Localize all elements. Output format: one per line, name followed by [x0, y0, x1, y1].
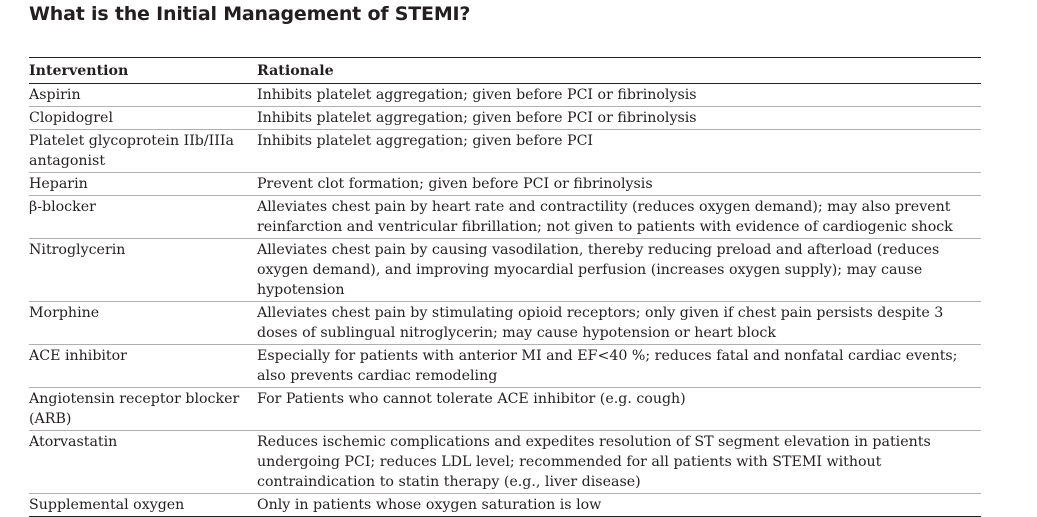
- table-row: Morphine Alleviates chest pain by stimul…: [29, 301, 981, 345]
- management-table: Intervention Rationale Aspirin Inhibits …: [29, 61, 981, 517]
- intervention-cell: Morphine: [29, 301, 257, 345]
- table-row: Atorvastatin Reduces ischemic complicati…: [29, 430, 981, 494]
- intervention-cell: Platelet glycoprotein IIb/IIIa antagonis…: [29, 129, 257, 173]
- intervention-cell: Nitroglycerin: [29, 238, 257, 302]
- rationale-cell: Prevent clot formation; given before PCI…: [257, 172, 981, 196]
- management-table-container: Intervention Rationale Aspirin Inhibits …: [29, 57, 981, 517]
- intervention-cell: ACE inhibitor: [29, 344, 257, 388]
- intervention-cell: Clopidogrel: [29, 106, 257, 130]
- rationale-cell: Alleviates chest pain by heart rate and …: [257, 195, 981, 239]
- table-row: Angiotensin receptor blocker (ARB) For P…: [29, 387, 981, 431]
- header-row: Intervention Rationale: [29, 61, 981, 84]
- intervention-cell: β-blocker: [29, 195, 257, 239]
- table-row: ACE inhibitor Especially for patients wi…: [29, 344, 981, 388]
- table-row: Nitroglycerin Alleviates chest pain by c…: [29, 238, 981, 302]
- intervention-cell: Heparin: [29, 172, 257, 196]
- table-row: Aspirin Inhibits platelet aggregation; g…: [29, 83, 981, 107]
- page-title: What is the Initial Management of STEMI?: [29, 3, 471, 25]
- rationale-cell: Only in patients whose oxygen saturation…: [257, 493, 981, 517]
- rationale-cell: Alleviates chest pain by stimulating opi…: [257, 301, 981, 345]
- header-intervention: Intervention: [29, 61, 257, 84]
- rationale-cell: For Patients who cannot tolerate ACE inh…: [257, 387, 981, 431]
- intervention-cell: Angiotensin receptor blocker (ARB): [29, 387, 257, 431]
- rationale-cell: Especially for patients with anterior MI…: [257, 344, 981, 388]
- intervention-cell: Supplemental oxygen: [29, 493, 257, 517]
- rationale-cell: Alleviates chest pain by causing vasodil…: [257, 238, 981, 302]
- rationale-cell: Inhibits platelet aggregation; given bef…: [257, 129, 981, 173]
- rationale-cell: Inhibits platelet aggregation; given bef…: [257, 83, 981, 107]
- table-top-rule: [29, 57, 981, 58]
- rationale-cell: Inhibits platelet aggregation; given bef…: [257, 106, 981, 130]
- table-row: Clopidogrel Inhibits platelet aggregatio…: [29, 106, 981, 130]
- table-header: Intervention Rationale: [29, 61, 981, 84]
- intervention-cell: Aspirin: [29, 83, 257, 107]
- table-row: β-blocker Alleviates chest pain by heart…: [29, 195, 981, 239]
- table-row: Heparin Prevent clot formation; given be…: [29, 172, 981, 196]
- table-row: Supplemental oxygen Only in patients who…: [29, 493, 981, 517]
- header-rationale: Rationale: [257, 61, 981, 84]
- table-row: Platelet glycoprotein IIb/IIIa antagonis…: [29, 129, 981, 173]
- rationale-cell: Reduces ischemic complications and exped…: [257, 430, 981, 494]
- table-body: Aspirin Inhibits platelet aggregation; g…: [29, 83, 981, 517]
- intervention-cell: Atorvastatin: [29, 430, 257, 494]
